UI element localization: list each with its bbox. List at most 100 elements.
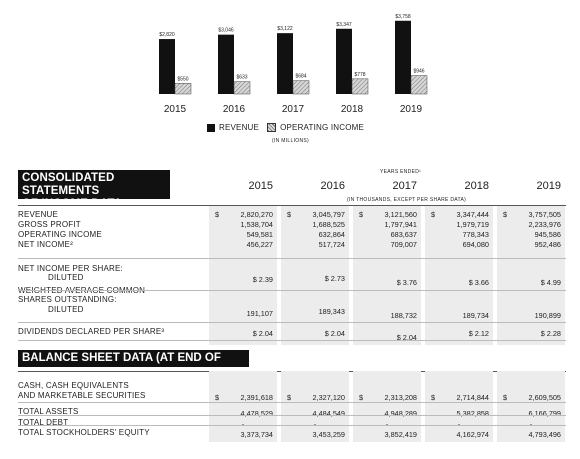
column-shade	[497, 371, 565, 442]
legend-revenue-label: REVENUE	[219, 123, 260, 132]
income-row-label: OPERATING INCOME	[18, 230, 102, 239]
operating-income-bar-2019	[410, 75, 428, 95]
revenue-label-2015: $2,820	[159, 32, 175, 38]
income-cell: 517,724	[318, 240, 345, 249]
income-cell: $ 2.04	[324, 329, 345, 338]
operating-income-label-2016: $633	[236, 75, 247, 81]
income-cell: 632,864	[318, 230, 345, 239]
balance-cell: 3,373,734	[240, 430, 273, 439]
income-row-label: DIVIDENDS DECLARED PER SHARE³	[18, 327, 165, 336]
balance-cell: 4,948,289	[384, 409, 417, 418]
income-cell: 1,797,941	[384, 220, 417, 229]
operating-income-bar-2017	[292, 80, 310, 95]
income-cell: 1,688,525	[312, 220, 345, 229]
currency-sign: $	[431, 393, 436, 402]
balance-row-label: CASH, CASH EQUIVALENTS	[18, 381, 129, 390]
revenue-label-2016: $3,046	[218, 28, 234, 34]
currency-sign: $	[359, 210, 364, 219]
balance-cell: 2,313,208	[384, 393, 417, 402]
income-cell: 952,486	[534, 240, 561, 249]
balance-cell: -	[285, 420, 345, 429]
year-header-2017: 2017	[392, 180, 417, 192]
income-title-line1: CONSOLIDATED STATEMENTS	[22, 172, 115, 197]
balance-section-title: BALANCE SHEET DATA (AT END OF PERIOD):	[18, 350, 249, 381]
balance-row-label: AND MARKETABLE SECURITIES	[18, 391, 146, 400]
balance-cell: -	[213, 420, 273, 429]
income-cell: $ 3.66	[468, 278, 489, 287]
operating-income-label-2015: $550	[177, 76, 188, 82]
income-cell: $ 3.76	[396, 278, 417, 287]
balance-cell: 4,484,549	[312, 409, 345, 418]
currency-sign: $	[503, 210, 508, 219]
balance-row-label: TOTAL DEBT	[18, 418, 69, 427]
operating-income-label-2019: $946	[413, 69, 424, 75]
legend-operating-income-label: OPERATING INCOME	[280, 123, 365, 132]
revenue-bar-2017	[277, 33, 293, 94]
year-header-2018: 2018	[464, 180, 489, 192]
income-cell: $ 2.39	[252, 275, 273, 284]
balance-row-label: TOTAL STOCKHOLDERS' EQUITY	[18, 428, 150, 437]
income-title-line2: OF INCOME DATA:	[22, 198, 126, 210]
column-shade	[281, 371, 349, 442]
category-label-2019: 2019	[400, 104, 423, 115]
revenue-bar-2018	[336, 28, 352, 94]
income-cell: $ 2.12	[468, 329, 489, 338]
chart-legend: REVENUE OPERATING INCOME	[207, 123, 364, 132]
income-cell: $ 2.04	[396, 333, 417, 342]
year-header-2016: 2016	[320, 180, 345, 192]
revenue-swatch	[207, 123, 215, 132]
currency-sign: $	[215, 393, 220, 402]
income-row-label: NET INCOME²	[18, 240, 73, 249]
row-divider	[18, 258, 566, 259]
category-label-2016: 2016	[223, 104, 246, 115]
income-cell: 683,637	[390, 230, 417, 239]
column-shade	[425, 371, 493, 442]
revenue-bar-2019	[395, 20, 411, 94]
balance-cell: 2,609,505	[528, 393, 561, 402]
balance-cell: -	[429, 420, 489, 429]
operating-income-bar-2016	[233, 81, 251, 95]
thousands-note: (IN THOUSANDS, EXCEPT PER SHARE DATA)	[347, 197, 467, 203]
column-shade	[209, 371, 277, 442]
revenue-label-2017: $3,122	[277, 26, 293, 32]
currency-sign: $	[215, 210, 220, 219]
currency-sign: $	[287, 393, 292, 402]
income-cell: 709,007	[390, 240, 417, 249]
year-header-2015: 2015	[248, 180, 273, 192]
income-cell: 694,080	[462, 240, 489, 249]
operating-income-swatch	[267, 123, 277, 132]
income-cell: $ 2.73	[324, 274, 345, 283]
row-divider	[18, 425, 566, 426]
balance-row-label: TOTAL ASSETS	[18, 407, 79, 416]
balance-cell: 4,478,529	[240, 409, 273, 418]
income-cell: 3,121,560	[384, 210, 417, 219]
revenue-chart: $2,820 $550 2015 $3,046 $633 2016 $3,122 $684 20…	[159, 14, 428, 115]
income-cell: 1,979,719	[456, 220, 489, 229]
currency-sign: $	[287, 210, 292, 219]
column-shade	[425, 206, 493, 345]
balance-cell: 2,714,844	[456, 393, 489, 402]
currency-sign: $	[359, 393, 364, 402]
balance-cell: 4,793,496	[528, 430, 561, 439]
category-label-2017: 2017	[282, 104, 305, 115]
income-cell: $ 2.28	[540, 329, 561, 338]
column-shade	[281, 206, 349, 345]
operating-income-label-2017: $684	[295, 74, 306, 80]
income-cell: $ 2.04	[252, 329, 273, 338]
year-header-2019: 2019	[536, 180, 561, 192]
currency-sign: $	[503, 393, 508, 402]
operating-income-label-2018: $778	[354, 72, 365, 78]
income-cell: 191,107	[246, 309, 273, 318]
income-cell: 456,227	[246, 240, 273, 249]
income-cell: 2,820,270	[240, 210, 273, 219]
income-cell: 189,734	[462, 311, 489, 320]
income-cell: 190,899	[534, 311, 561, 320]
revenue-bar-2016	[218, 34, 234, 94]
income-row-label: NET INCOME PER SHARE:	[18, 264, 123, 273]
income-cell: 549,581	[246, 230, 273, 239]
currency-sign: $	[431, 210, 436, 219]
balance-cell: 4,162,974	[456, 430, 489, 439]
income-cell: 189,343	[318, 307, 345, 316]
income-cell: 945,586	[534, 230, 561, 239]
income-row-label: REVENUE	[18, 210, 59, 219]
